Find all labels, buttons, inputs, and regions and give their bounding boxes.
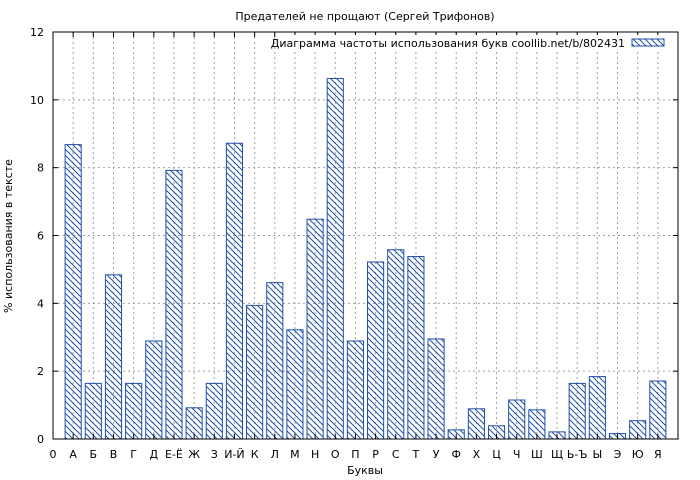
y-tick-label: 6 — [37, 230, 44, 243]
bar-П — [346, 340, 364, 440]
x-tick-label: У — [433, 448, 440, 461]
bar-Д — [145, 340, 163, 440]
bar-Ч — [508, 399, 526, 440]
x-tick-label: Ч — [513, 448, 521, 461]
x-tick-label: Е-Ё — [165, 448, 183, 461]
x-tick-label: Я — [654, 448, 662, 461]
bar-З — [205, 382, 223, 440]
x-tick-label: Л — [271, 448, 279, 461]
bar-А — [64, 144, 82, 440]
legend: Диаграмма частоты использования букв coo… — [271, 35, 675, 51]
x-tick-label: 0 — [50, 448, 57, 461]
bar-Н — [306, 218, 324, 440]
bar-И-Й — [225, 142, 244, 440]
bar-У — [427, 338, 445, 440]
bar-О — [326, 77, 344, 440]
y-axis-label: % использования в тексте — [2, 159, 15, 313]
bar-К — [246, 304, 264, 440]
bar-Т — [407, 256, 425, 440]
y-tick-label: 0 — [37, 433, 44, 446]
x-tick-label: Р — [372, 448, 379, 461]
legend-swatch — [631, 38, 665, 47]
y-tick-label: 10 — [30, 94, 44, 107]
y-axis-ticks: 0 2 4 6 8 10 12 — [30, 26, 678, 446]
bar-Л — [266, 282, 284, 440]
bars — [64, 77, 667, 440]
x-tick-label: И-Й — [224, 448, 244, 461]
bar-Г — [125, 382, 143, 440]
x-tick-label: Х — [473, 448, 481, 461]
x-tick-label: Ж — [188, 448, 200, 461]
y-tick-label: 2 — [37, 365, 44, 378]
legend-label: Диаграмма частоты использования букв coo… — [271, 37, 625, 50]
bar-Б — [84, 382, 102, 440]
y-tick-label: 4 — [37, 297, 44, 310]
x-tick-label: Э — [614, 448, 622, 461]
x-tick-label: Щ — [551, 448, 563, 461]
bar-М — [286, 329, 304, 440]
x-tick-label: Д — [150, 448, 159, 461]
x-tick-label: Ш — [531, 448, 543, 461]
x-tick-label: Н — [311, 448, 319, 461]
x-tick-label: М — [290, 448, 300, 461]
x-tick-label: Ь-Ъ — [567, 448, 588, 461]
x-tick-label: П — [351, 448, 359, 461]
bar-Е-Ё — [165, 169, 183, 440]
chart-title: Предателей не прощают (Сергей Трифонов) — [235, 10, 494, 23]
bar-Ы — [588, 376, 606, 440]
x-tick-label: Ф — [451, 448, 460, 461]
y-tick-label: 8 — [37, 162, 44, 175]
x-tick-label: К — [251, 448, 259, 461]
x-tick-label: Ю — [632, 448, 644, 461]
bar-В — [104, 274, 123, 440]
x-tick-label: С — [392, 448, 400, 461]
legend-background — [283, 35, 675, 51]
x-axis-label: Буквы — [347, 464, 383, 477]
x-axis-ticks: 0 А Б В Г Д Е-Ё Ж З И-Й К Л М Н О П Р С Т У Ф Х Ц Ч Ш Щ Ь-Ъ Ы Э Ю Я — [50, 32, 662, 461]
x-tick-label: А — [69, 448, 77, 461]
x-tick-label: З — [211, 448, 218, 461]
x-tick-label: Ц — [492, 448, 501, 461]
bar-С — [387, 249, 405, 440]
y-tick-label: 12 — [30, 26, 44, 39]
bar-Я — [649, 380, 667, 440]
bar-Ь-Ъ — [568, 382, 586, 440]
x-tick-label: О — [331, 448, 340, 461]
x-tick-label: Т — [412, 448, 420, 461]
x-tick-label: В — [110, 448, 118, 461]
x-tick-label: Б — [90, 448, 98, 461]
grid — [53, 32, 678, 439]
bar-Р — [367, 261, 385, 440]
x-tick-label: Ы — [592, 448, 602, 461]
x-tick-label: Г — [130, 448, 137, 461]
